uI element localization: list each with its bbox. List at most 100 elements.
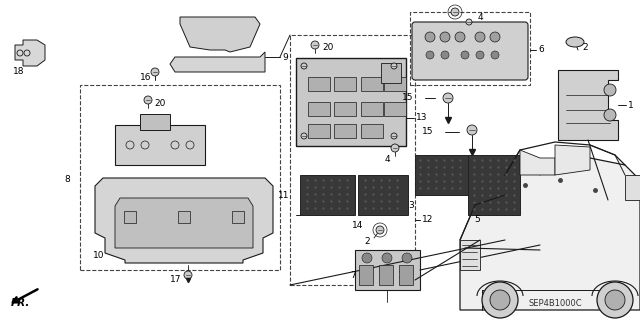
Circle shape xyxy=(391,144,399,152)
Bar xyxy=(384,102,406,116)
Circle shape xyxy=(476,51,484,59)
Text: 2: 2 xyxy=(582,43,588,53)
Bar xyxy=(384,77,406,91)
Text: 20: 20 xyxy=(322,43,333,53)
Bar xyxy=(308,102,330,116)
Circle shape xyxy=(597,282,633,318)
Circle shape xyxy=(391,63,397,69)
Circle shape xyxy=(425,32,435,42)
Bar xyxy=(358,175,408,215)
Circle shape xyxy=(443,93,453,103)
Text: 3: 3 xyxy=(408,201,413,210)
Polygon shape xyxy=(95,178,273,263)
Text: 14: 14 xyxy=(352,220,364,229)
Circle shape xyxy=(604,109,616,121)
Text: 7: 7 xyxy=(350,271,356,279)
Circle shape xyxy=(376,226,384,234)
Bar xyxy=(361,102,383,116)
Bar xyxy=(308,124,330,138)
Polygon shape xyxy=(558,70,618,140)
Bar xyxy=(80,85,280,270)
Text: 18: 18 xyxy=(13,68,24,77)
Bar xyxy=(115,125,205,165)
Bar xyxy=(308,77,330,91)
Text: 2: 2 xyxy=(364,238,370,247)
Text: 15: 15 xyxy=(402,93,413,102)
Bar xyxy=(410,12,530,85)
Bar xyxy=(290,35,415,285)
Text: 9: 9 xyxy=(282,53,288,62)
Bar xyxy=(296,58,406,146)
Bar xyxy=(460,240,480,270)
Text: 17: 17 xyxy=(170,276,182,285)
Bar xyxy=(355,250,420,290)
Polygon shape xyxy=(520,150,555,175)
Bar xyxy=(399,265,413,285)
Text: 19: 19 xyxy=(398,271,410,279)
Circle shape xyxy=(362,253,372,263)
Bar xyxy=(361,77,383,91)
Bar xyxy=(379,265,393,285)
Circle shape xyxy=(490,32,500,42)
Circle shape xyxy=(144,96,152,104)
Circle shape xyxy=(466,19,472,25)
Polygon shape xyxy=(170,52,265,72)
Text: 6: 6 xyxy=(538,46,544,55)
Polygon shape xyxy=(460,158,640,310)
Text: FR.: FR. xyxy=(10,298,29,308)
Bar xyxy=(334,124,356,138)
Circle shape xyxy=(604,84,616,96)
Circle shape xyxy=(491,51,499,59)
Text: 12: 12 xyxy=(422,216,433,225)
Bar xyxy=(625,175,640,200)
Bar xyxy=(334,77,356,91)
Bar xyxy=(232,211,244,223)
Circle shape xyxy=(301,133,307,139)
Circle shape xyxy=(391,133,397,139)
Polygon shape xyxy=(15,40,45,66)
Text: 8: 8 xyxy=(64,175,70,184)
Circle shape xyxy=(426,51,434,59)
Bar xyxy=(300,175,355,215)
Circle shape xyxy=(301,63,307,69)
Bar xyxy=(361,124,383,138)
Bar xyxy=(140,114,170,130)
FancyBboxPatch shape xyxy=(412,22,528,80)
Circle shape xyxy=(184,271,192,279)
Polygon shape xyxy=(115,198,253,248)
Bar xyxy=(415,155,468,195)
Bar xyxy=(178,211,190,223)
Ellipse shape xyxy=(566,37,584,47)
Circle shape xyxy=(440,32,450,42)
Bar xyxy=(468,155,520,215)
Text: 20: 20 xyxy=(154,99,165,108)
Circle shape xyxy=(151,68,159,76)
Text: 13: 13 xyxy=(416,114,428,122)
Circle shape xyxy=(467,125,477,135)
Text: 11: 11 xyxy=(278,190,289,199)
Circle shape xyxy=(311,41,319,49)
Circle shape xyxy=(482,282,518,318)
Bar xyxy=(381,63,401,83)
Polygon shape xyxy=(555,145,590,175)
Text: 4: 4 xyxy=(385,155,390,165)
Circle shape xyxy=(402,253,412,263)
Circle shape xyxy=(605,290,625,310)
Text: 4: 4 xyxy=(478,13,484,23)
Text: 5: 5 xyxy=(474,216,480,225)
Text: 1: 1 xyxy=(628,100,634,109)
Text: 16: 16 xyxy=(140,73,152,83)
Circle shape xyxy=(455,32,465,42)
Bar xyxy=(334,102,356,116)
Bar xyxy=(359,265,373,285)
Circle shape xyxy=(475,32,485,42)
Text: 15: 15 xyxy=(422,128,433,137)
Circle shape xyxy=(382,253,392,263)
Text: 10: 10 xyxy=(93,250,104,259)
Bar xyxy=(124,211,136,223)
Circle shape xyxy=(451,8,459,16)
Circle shape xyxy=(490,290,510,310)
Text: SEP4B1000C: SEP4B1000C xyxy=(528,299,582,308)
Circle shape xyxy=(461,51,469,59)
Circle shape xyxy=(441,51,449,59)
